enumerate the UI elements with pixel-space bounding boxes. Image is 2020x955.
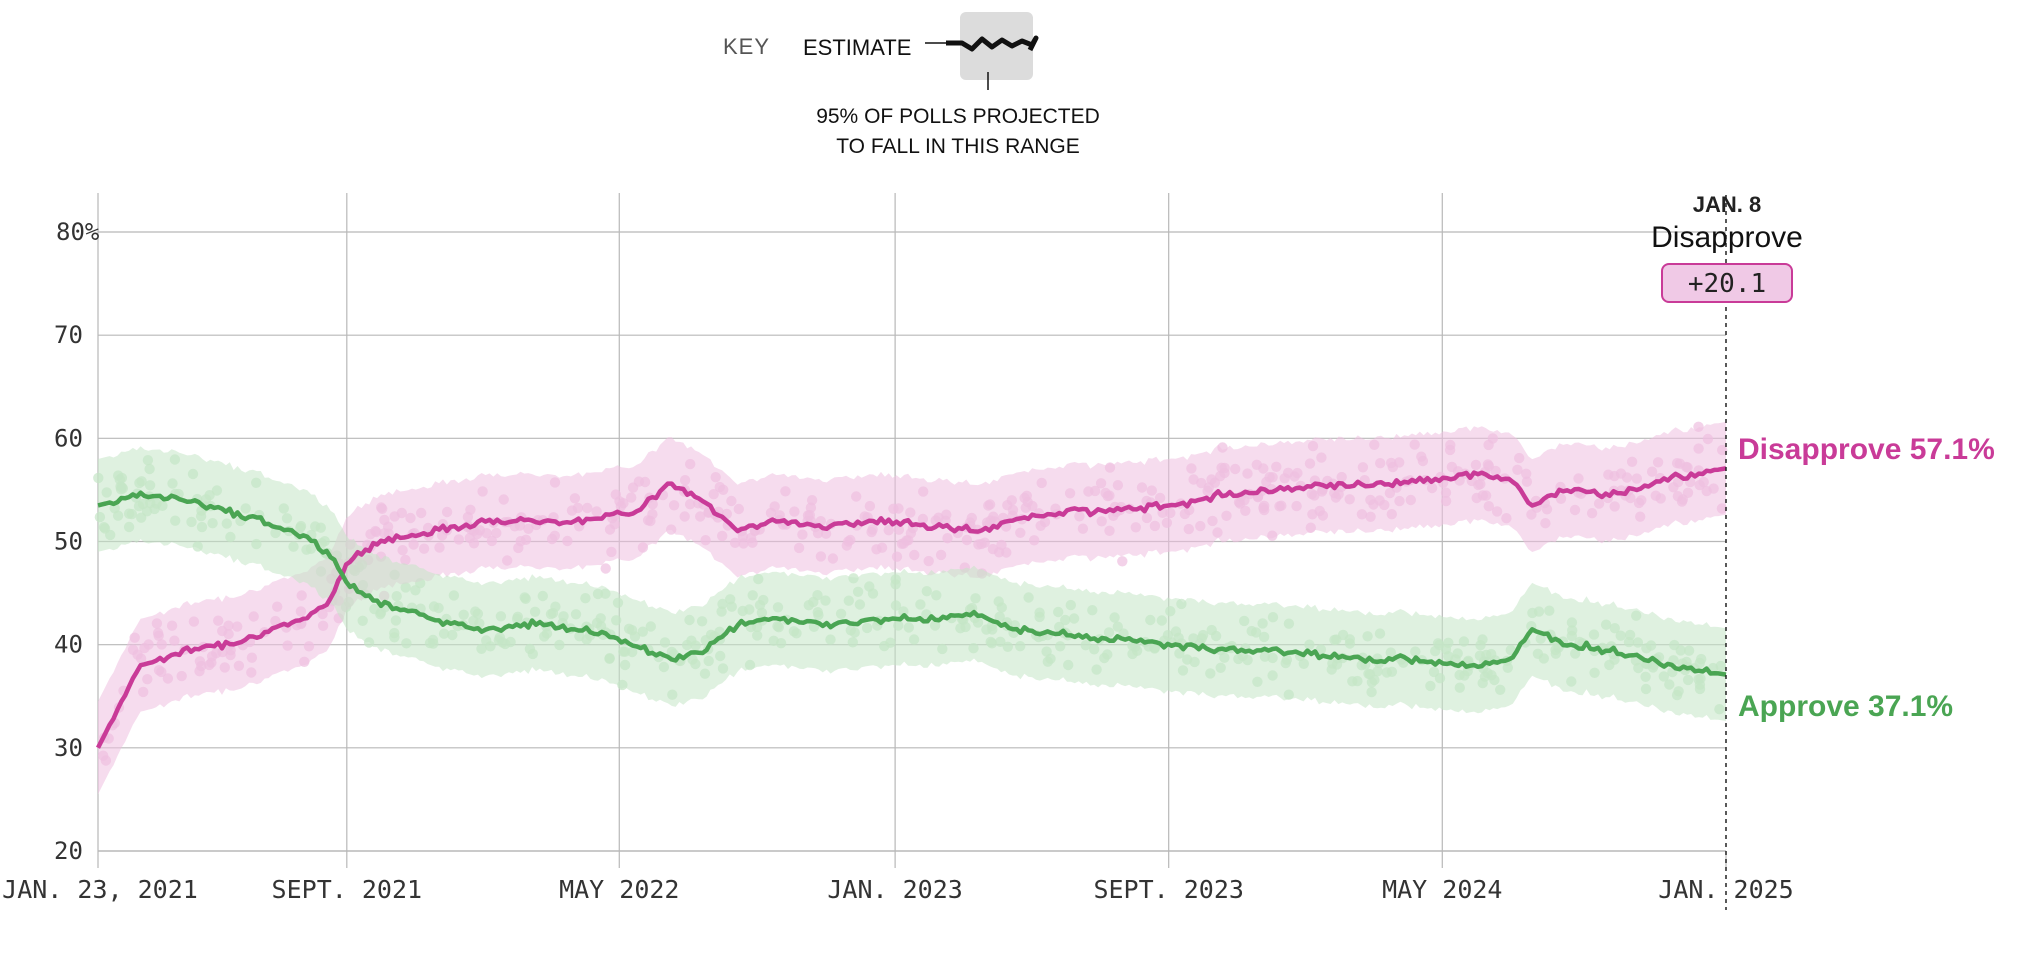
range-bands (98, 421, 1726, 795)
approve-range-band (98, 446, 1726, 721)
disapprove-poll-dot (1117, 556, 1128, 567)
callout-date: JAN. 8 (1693, 192, 1761, 217)
y-tick-label: 80% (56, 218, 100, 246)
x-tick-label: SEPT. 2023 (1093, 875, 1244, 904)
disapprove-poll-dot (600, 563, 611, 574)
x-tick-label: MAY 2024 (1382, 875, 1502, 904)
disapprove-estimate-line (95, 466, 1727, 749)
approve-end-label: Approve 37.1% (1738, 690, 1953, 723)
disapprove-range-band (98, 421, 1726, 795)
x-tick-label: SEPT. 2021 (272, 875, 423, 904)
estimate-lines (95, 466, 1727, 749)
y-tick-label: 30 (54, 734, 83, 762)
y-tick-label: 60 (54, 424, 83, 452)
axis-labels: 80% 70 60 50 40 30 20 JAN. 23, 2021 SEPT. 2021 MA… (2, 218, 1794, 904)
callout-margin-box (1661, 263, 1793, 303)
key-range-line2: TO FALL IN THIS RANGE (836, 135, 1080, 158)
y-tick-label: 20 (54, 837, 83, 865)
callout-leader: Disapprove (1651, 221, 1803, 254)
key-legend: KEY ESTIMATE 95% OF POLLS PROJECTED TO F… (723, 12, 1100, 158)
end-callout: JAN. 8 Disapprove +20.1 (1651, 192, 1803, 910)
y-tick-label: 50 (54, 528, 83, 556)
callout-margin-value: +20.1 (1688, 269, 1766, 299)
key-estimate-line (946, 35, 1039, 52)
approve-estimate-line (97, 490, 1727, 677)
x-tick-label: MAY 2022 (559, 875, 679, 904)
x-tick-label: JAN. 2023 (827, 875, 962, 904)
key-label: KEY (723, 34, 770, 59)
disapprove-end-label: Disapprove 57.1% (1738, 433, 1995, 466)
key-estimate-label: ESTIMATE (803, 35, 911, 60)
key-range-line1: 95% OF POLLS PROJECTED (816, 105, 1100, 128)
x-tick-label: JAN. 23, 2021 (2, 875, 198, 904)
y-tick-label: 70 (54, 321, 83, 349)
y-tick-label: 40 (54, 631, 83, 659)
